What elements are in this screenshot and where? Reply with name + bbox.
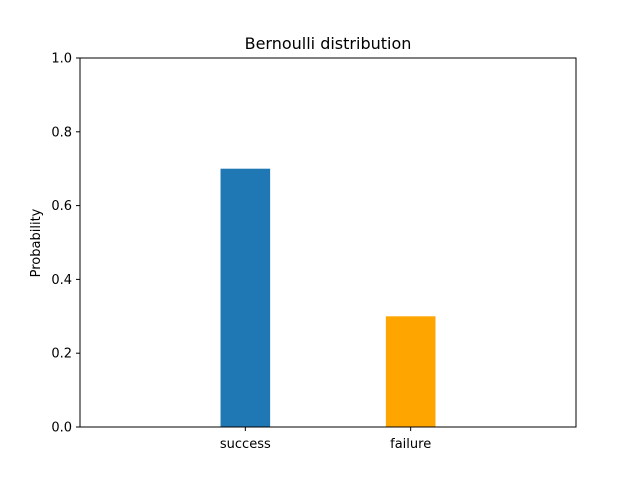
x-ticks-group: success failure	[220, 427, 431, 452]
y-tick-label: 0.0	[51, 421, 72, 436]
x-tick-label: success	[220, 437, 271, 452]
bar-failure	[385, 316, 436, 427]
y-ticks-group: 0.0 0.2 0.4 0.6 0.8 1.0	[51, 52, 80, 436]
y-axis-label: Probability	[29, 208, 44, 277]
x-tick-label: failure	[390, 437, 431, 452]
y-tick-label: 0.8	[51, 125, 72, 140]
bar-success	[220, 168, 271, 427]
y-tick-label: 0.4	[51, 273, 72, 288]
chart-title: Bernoulli distribution	[245, 34, 412, 53]
y-tick-label: 1.0	[51, 52, 72, 67]
plot-frame	[79, 57, 577, 428]
y-tick-label: 0.2	[51, 347, 72, 362]
y-tick-label: 0.6	[51, 199, 72, 214]
bars-group	[220, 168, 436, 427]
